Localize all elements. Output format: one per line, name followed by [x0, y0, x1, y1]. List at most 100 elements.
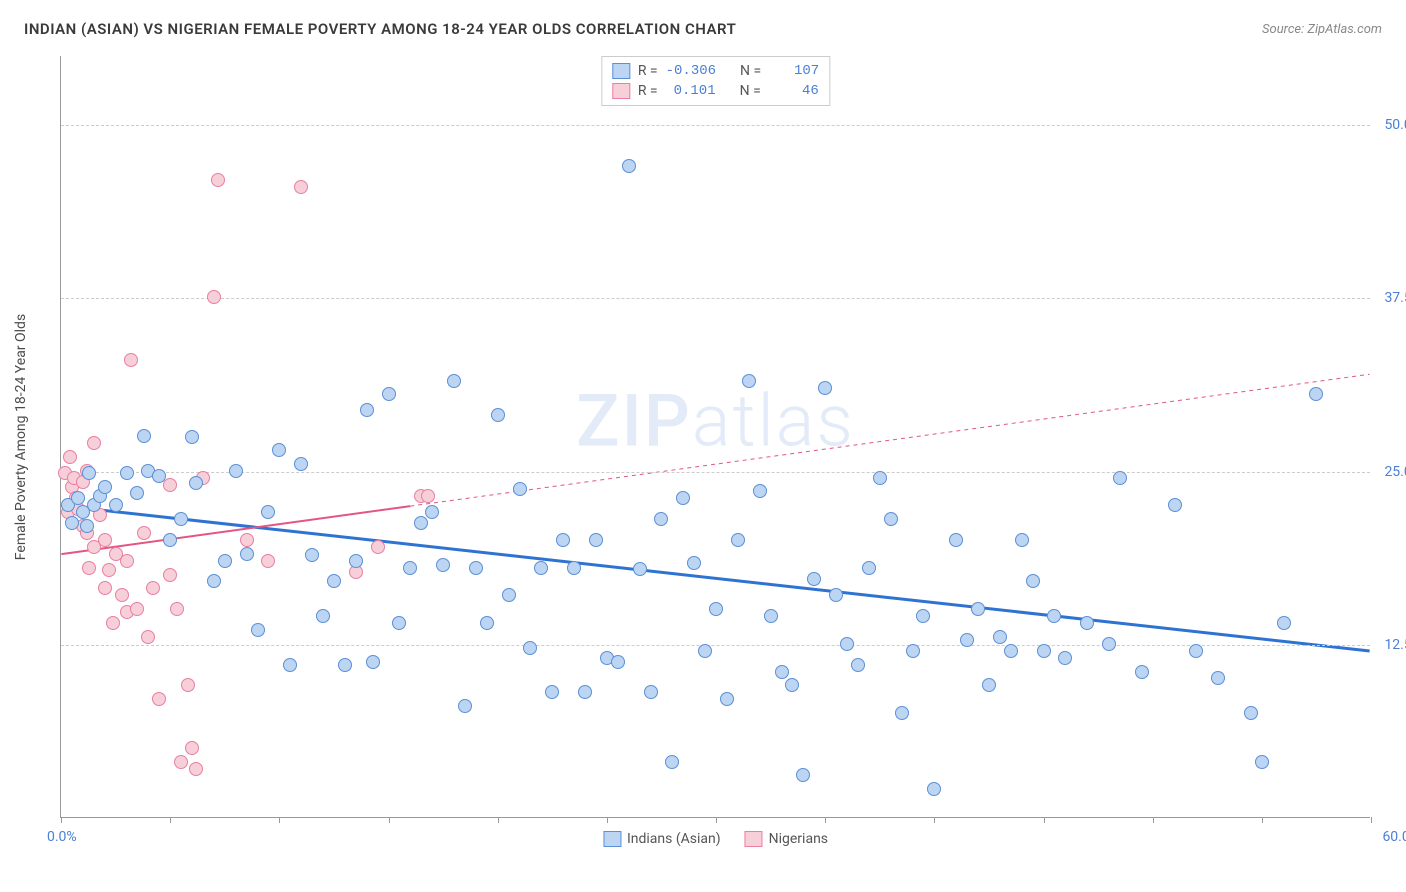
- x-tick: [498, 817, 499, 823]
- data-point: [523, 641, 537, 655]
- data-point: [513, 482, 527, 496]
- data-point: [458, 699, 472, 713]
- data-point: [916, 609, 930, 623]
- data-point: [589, 533, 603, 547]
- x-tick: [1371, 817, 1372, 823]
- trend-lines-svg: [61, 56, 1370, 817]
- data-point: [207, 290, 221, 304]
- data-point: [207, 574, 221, 588]
- data-point: [906, 644, 920, 658]
- data-point: [87, 436, 101, 450]
- x-tick: [1262, 817, 1263, 823]
- data-point: [491, 408, 505, 422]
- watermark: ZIPatlas: [576, 379, 855, 464]
- data-point: [152, 692, 166, 706]
- legend-swatch-nigerians: [612, 83, 630, 99]
- data-point: [425, 505, 439, 519]
- x-tick: [825, 817, 826, 823]
- y-tick-label: 37.5%: [1374, 290, 1406, 306]
- data-point: [1102, 637, 1116, 651]
- legend-item-indians: Indians (Asian): [603, 831, 721, 847]
- data-point: [392, 616, 406, 630]
- data-point: [98, 581, 112, 595]
- data-point: [294, 180, 308, 194]
- data-point: [414, 516, 428, 530]
- data-point: [578, 685, 592, 699]
- data-point: [720, 692, 734, 706]
- data-point: [1211, 671, 1225, 685]
- data-point: [709, 602, 723, 616]
- correlation-legend-row: R = -0.306 N = 107: [612, 61, 819, 81]
- x-tick: [61, 817, 62, 823]
- data-point: [106, 616, 120, 630]
- data-point: [130, 486, 144, 500]
- data-point: [676, 491, 690, 505]
- data-point: [189, 762, 203, 776]
- data-point: [807, 572, 821, 586]
- data-point: [403, 561, 417, 575]
- data-point: [1015, 533, 1029, 547]
- data-point: [382, 387, 396, 401]
- legend-item-nigerians: Nigerians: [745, 831, 828, 847]
- data-point: [130, 602, 144, 616]
- data-point: [611, 655, 625, 669]
- data-point: [102, 563, 116, 577]
- data-point: [185, 430, 199, 444]
- data-point: [163, 568, 177, 582]
- data-point: [731, 533, 745, 547]
- data-point: [170, 602, 184, 616]
- x-axis-max-label: 60.0%: [1382, 829, 1406, 845]
- data-point: [327, 574, 341, 588]
- data-point: [1309, 387, 1323, 401]
- data-point: [272, 443, 286, 457]
- data-point: [240, 547, 254, 561]
- data-point: [851, 658, 865, 672]
- data-point: [665, 755, 679, 769]
- correlation-legend-row: R = 0.101 N = 46: [612, 81, 819, 101]
- data-point: [229, 464, 243, 478]
- data-point: [82, 561, 96, 575]
- data-point: [982, 678, 996, 692]
- data-point: [654, 512, 668, 526]
- data-point: [65, 516, 79, 530]
- data-point: [775, 665, 789, 679]
- data-point: [98, 533, 112, 547]
- data-point: [174, 755, 188, 769]
- x-tick: [1153, 817, 1154, 823]
- data-point: [436, 558, 450, 572]
- data-point: [124, 353, 138, 367]
- data-point: [71, 491, 85, 505]
- data-point: [366, 655, 380, 669]
- data-point: [556, 533, 570, 547]
- data-point: [644, 685, 658, 699]
- data-point: [1080, 616, 1094, 630]
- y-tick-label: 50.0%: [1374, 117, 1406, 133]
- data-point: [447, 374, 461, 388]
- data-point: [971, 602, 985, 616]
- x-axis-min-label: 0.0%: [47, 829, 77, 845]
- data-point: [698, 644, 712, 658]
- data-point: [1189, 644, 1203, 658]
- data-point: [137, 526, 151, 540]
- data-point: [1047, 609, 1061, 623]
- data-point: [884, 512, 898, 526]
- data-point: [421, 489, 435, 503]
- gridline: [61, 472, 1370, 473]
- data-point: [80, 519, 94, 533]
- correlation-legend: R = -0.306 N = 107 R = 0.101 N = 46: [601, 56, 830, 106]
- n-value-nigerians: 46: [769, 83, 819, 99]
- data-point: [1026, 574, 1040, 588]
- data-point: [993, 630, 1007, 644]
- data-point: [211, 173, 225, 187]
- data-point: [480, 616, 494, 630]
- data-point: [283, 658, 297, 672]
- data-point: [469, 561, 483, 575]
- gridline: [61, 298, 1370, 299]
- data-point: [840, 637, 854, 651]
- data-point: [115, 588, 129, 602]
- data-point: [338, 658, 352, 672]
- data-point: [1244, 706, 1258, 720]
- data-point: [137, 429, 151, 443]
- data-point: [305, 548, 319, 562]
- data-point: [927, 782, 941, 796]
